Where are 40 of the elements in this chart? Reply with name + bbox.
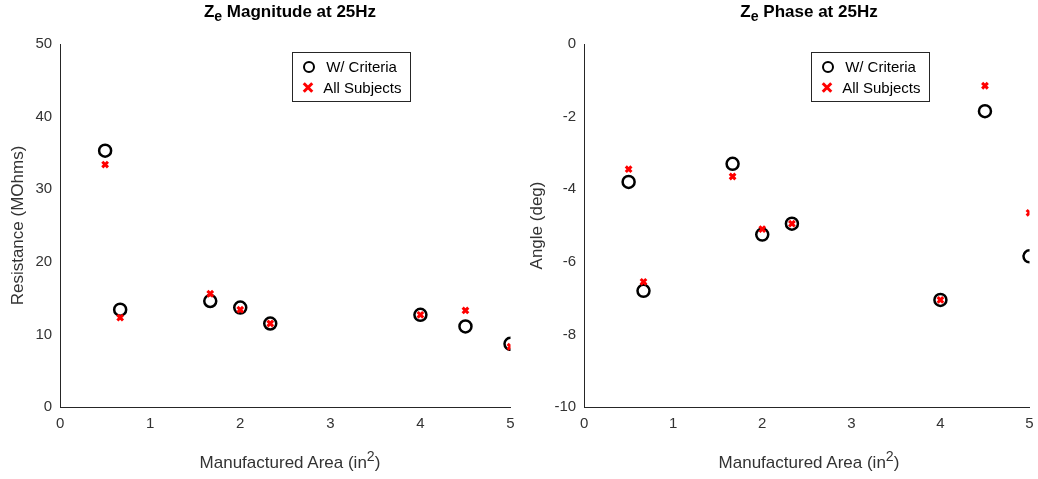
- x-tick-label: 4: [416, 414, 425, 432]
- y-tick-label: -4: [562, 179, 577, 197]
- y-tick-label: 30: [35, 179, 53, 197]
- x-tick-label: 2: [236, 414, 245, 432]
- legend-label: All Subjects: [842, 78, 921, 98]
- x-tick-label: 1: [146, 414, 155, 432]
- x-tick-label: 3: [326, 414, 335, 432]
- y-tick-label: 40: [35, 106, 53, 124]
- point: [458, 319, 473, 334]
- y-axis-title: Angle (deg): [526, 181, 546, 270]
- x-tick-label: 5: [506, 414, 515, 432]
- point: [636, 283, 651, 299]
- y-tick-label: 20: [35, 251, 53, 269]
- point: [977, 103, 993, 119]
- legend-label: All Subjects: [323, 78, 402, 98]
- x-tick-label: 1: [668, 414, 678, 432]
- x-tick-label: 5: [1025, 414, 1034, 432]
- point: [621, 174, 636, 190]
- chart-title: Z$_{e}$ Magnitude at 25Hz: [202, 2, 378, 25]
- y-tick-label: 10: [35, 324, 53, 342]
- point: [97, 143, 113, 158]
- x-tick-label: 4: [936, 414, 945, 432]
- point: [725, 156, 740, 172]
- x-tick-label: 2: [758, 414, 767, 432]
- x-tick-label: 0: [579, 414, 589, 432]
- y-tick-label: -2: [562, 106, 577, 124]
- x-axis-title: Manufactured Area (in$^{2}$): [198, 448, 382, 473]
- x-tick-label: 3: [847, 414, 856, 432]
- legend-label: W/ Criteria: [326, 57, 397, 77]
- x-tick-label: 0: [55, 414, 65, 432]
- chart-title: Z$_{e}$ Phase at 25Hz: [739, 2, 879, 25]
- y-tick-label: -10: [554, 397, 577, 415]
- y-axis-title: Resistance (MOhms): [7, 145, 27, 306]
- legend-label: W/ Criteria: [845, 57, 916, 77]
- y-tick-label: -6: [562, 251, 577, 269]
- y-tick-label: -8: [562, 324, 577, 342]
- y-tick-label: 50: [35, 34, 53, 52]
- y-tick-label: 0: [567, 34, 577, 52]
- x-axis-title: Manufactured Area (in$^{2}$): [717, 448, 901, 473]
- y-tick-label: 0: [43, 397, 53, 415]
